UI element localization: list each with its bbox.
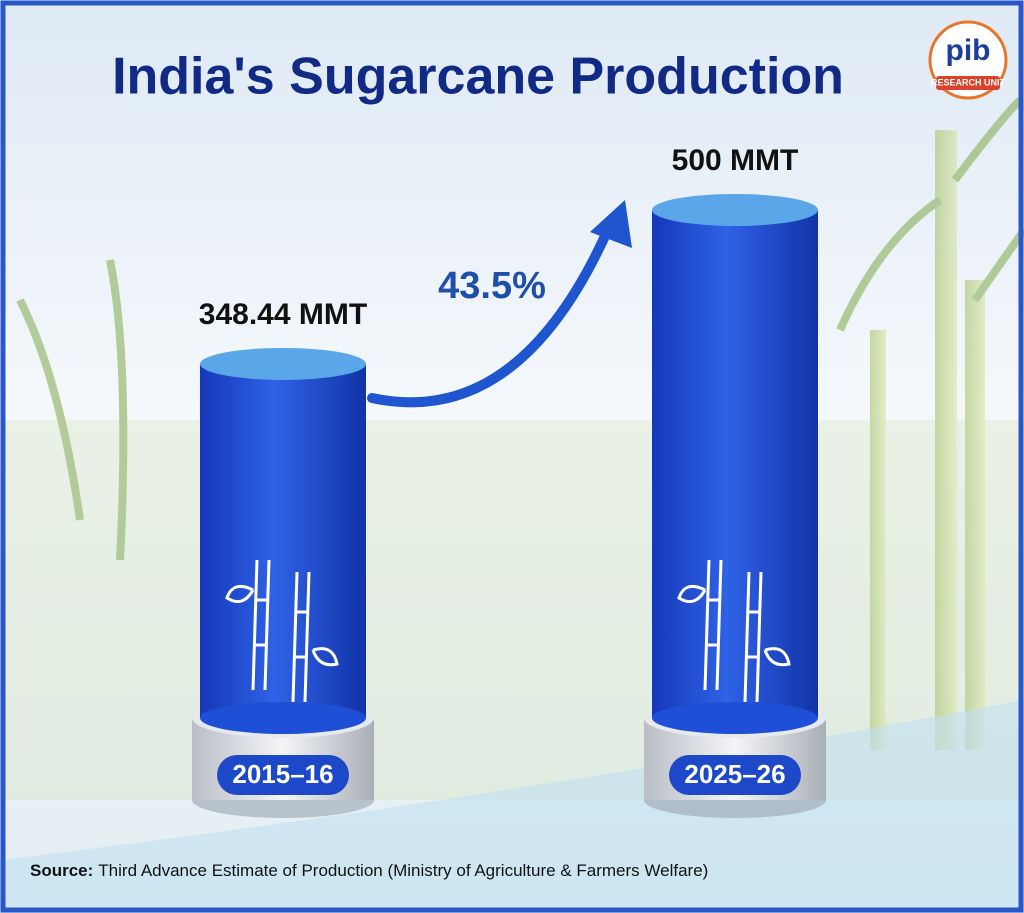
bar-top bbox=[200, 347, 366, 380]
logo-subtitle: RESEARCH UNIT bbox=[931, 77, 1006, 87]
category-label: 2015–16 bbox=[232, 759, 333, 789]
chart-title: India's Sugarcane Production bbox=[112, 48, 844, 106]
cane-icon bbox=[291, 571, 311, 703]
cane-leaf bbox=[225, 584, 339, 667]
bar bbox=[200, 363, 366, 718]
cane-leaf bbox=[677, 584, 791, 667]
cane-icon bbox=[743, 571, 763, 703]
value-label: 348.44 MMT bbox=[199, 298, 367, 331]
source-label: Source: bbox=[30, 861, 93, 880]
growth-arrow bbox=[367, 220, 615, 408]
source: Source: Third Advance Estimate of Product… bbox=[30, 861, 708, 880]
arrow-head bbox=[590, 200, 632, 248]
logo: pib RESEARCH UNIT bbox=[928, 20, 1008, 100]
plot: 348.44 MMT 2015–16 500 MMT 2025–26 bbox=[192, 144, 826, 818]
annotation: 43.5% bbox=[438, 265, 546, 307]
bar-bottom bbox=[200, 702, 366, 734]
cane-icon bbox=[703, 559, 723, 691]
source-text: Third Advance Estimate of Production (Mi… bbox=[98, 861, 708, 880]
bar-top bbox=[652, 194, 818, 226]
logo-text: pib bbox=[946, 34, 991, 67]
value-label: 500 MMT bbox=[672, 144, 799, 177]
cane-icon bbox=[251, 559, 271, 691]
category-pill bbox=[217, 755, 349, 795]
category-pill bbox=[669, 755, 801, 795]
bar bbox=[652, 210, 818, 718]
category-label: 2025–26 bbox=[684, 759, 785, 789]
bar-bottom bbox=[652, 702, 818, 734]
